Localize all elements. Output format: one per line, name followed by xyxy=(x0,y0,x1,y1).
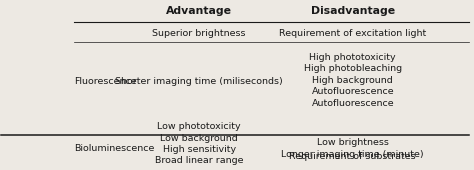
Text: Shorter imaging time (miliseconds): Shorter imaging time (miliseconds) xyxy=(115,77,283,86)
Text: Superior brightness: Superior brightness xyxy=(153,29,246,38)
Text: Disadvantage: Disadvantage xyxy=(311,6,395,16)
Text: High phototoxicity
High photobleaching
High background
Autofluorescence
Autofluo: High phototoxicity High photobleaching H… xyxy=(304,53,402,108)
Text: Bioluminescence: Bioluminescence xyxy=(74,144,155,153)
Text: Fluorescence: Fluorescence xyxy=(74,77,137,86)
Text: Low phototoxicity
Low background
High sensitivity
Broad linear range: Low phototoxicity Low background High se… xyxy=(155,122,244,166)
Text: Requirement of substrates: Requirement of substrates xyxy=(290,152,416,161)
Text: Low brightness
Longer imaging time (minute): Low brightness Longer imaging time (minu… xyxy=(282,138,424,159)
Text: Advantage: Advantage xyxy=(166,6,232,16)
Text: Requirement of excitation light: Requirement of excitation light xyxy=(279,29,427,38)
